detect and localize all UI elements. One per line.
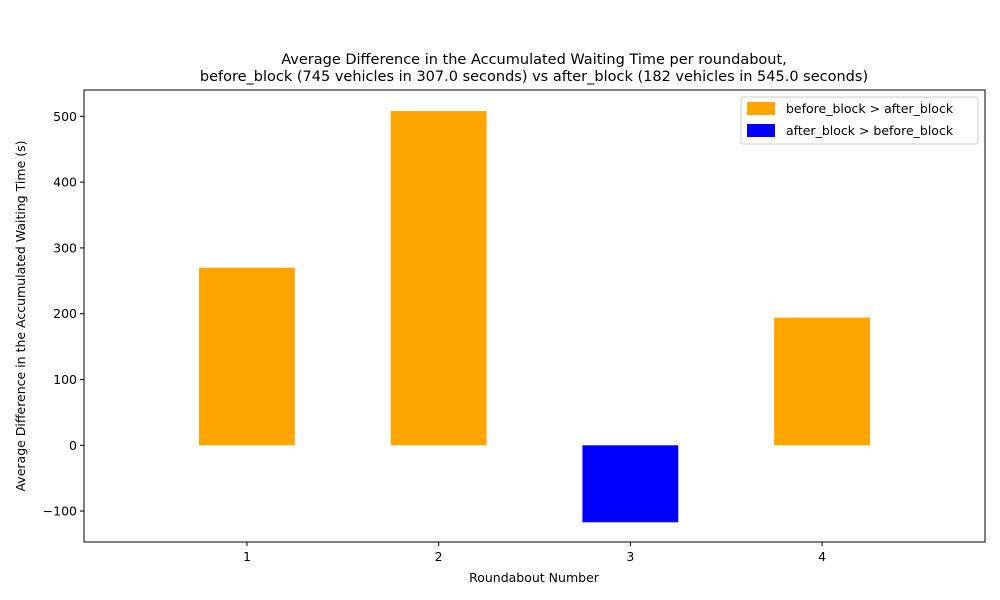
bar-roundabout-1 <box>199 267 295 446</box>
bar-roundabout-2 <box>390 111 487 446</box>
legend-label-after-block: after_block > before_block <box>786 123 954 138</box>
y-tick-label: 400 <box>53 175 77 190</box>
bar-roundabout-4 <box>774 317 870 446</box>
y-tick-label: 0 <box>69 438 77 453</box>
x-tick-label: 4 <box>818 549 826 564</box>
bar-roundabout-3 <box>582 445 679 523</box>
y-tick-label: −100 <box>43 504 77 519</box>
y-tick-label: 100 <box>53 372 77 387</box>
chart-title-line2: before_block (745 vehicles in 307.0 seco… <box>200 69 868 85</box>
y-tick-label: 500 <box>53 109 77 124</box>
y-axis-label: Average Difference in the Accumulated Wa… <box>13 140 28 491</box>
bars-group <box>199 111 870 523</box>
x-tick-label: 2 <box>435 549 443 564</box>
legend-box <box>740 96 979 145</box>
x-axis-ticks: 1 2 3 4 <box>243 542 826 564</box>
y-tick-label: 200 <box>53 306 77 321</box>
x-tick-label: 1 <box>243 549 251 564</box>
plot-area-frame <box>83 89 986 543</box>
y-axis-ticks: −100 0 100 200 300 400 500 <box>43 109 84 519</box>
legend-swatch-before-block <box>747 102 775 115</box>
legend-swatch-after-block <box>747 124 775 137</box>
y-tick-label: 300 <box>53 240 77 255</box>
legend: before_block > after_block after_block >… <box>740 96 979 145</box>
x-tick-label: 3 <box>626 549 634 564</box>
chart-title-line1: Average Difference in the Accumulated Wa… <box>281 52 787 68</box>
x-axis-label: Roundabout Number <box>469 570 600 585</box>
legend-label-before-block: before_block > after_block <box>786 101 954 116</box>
